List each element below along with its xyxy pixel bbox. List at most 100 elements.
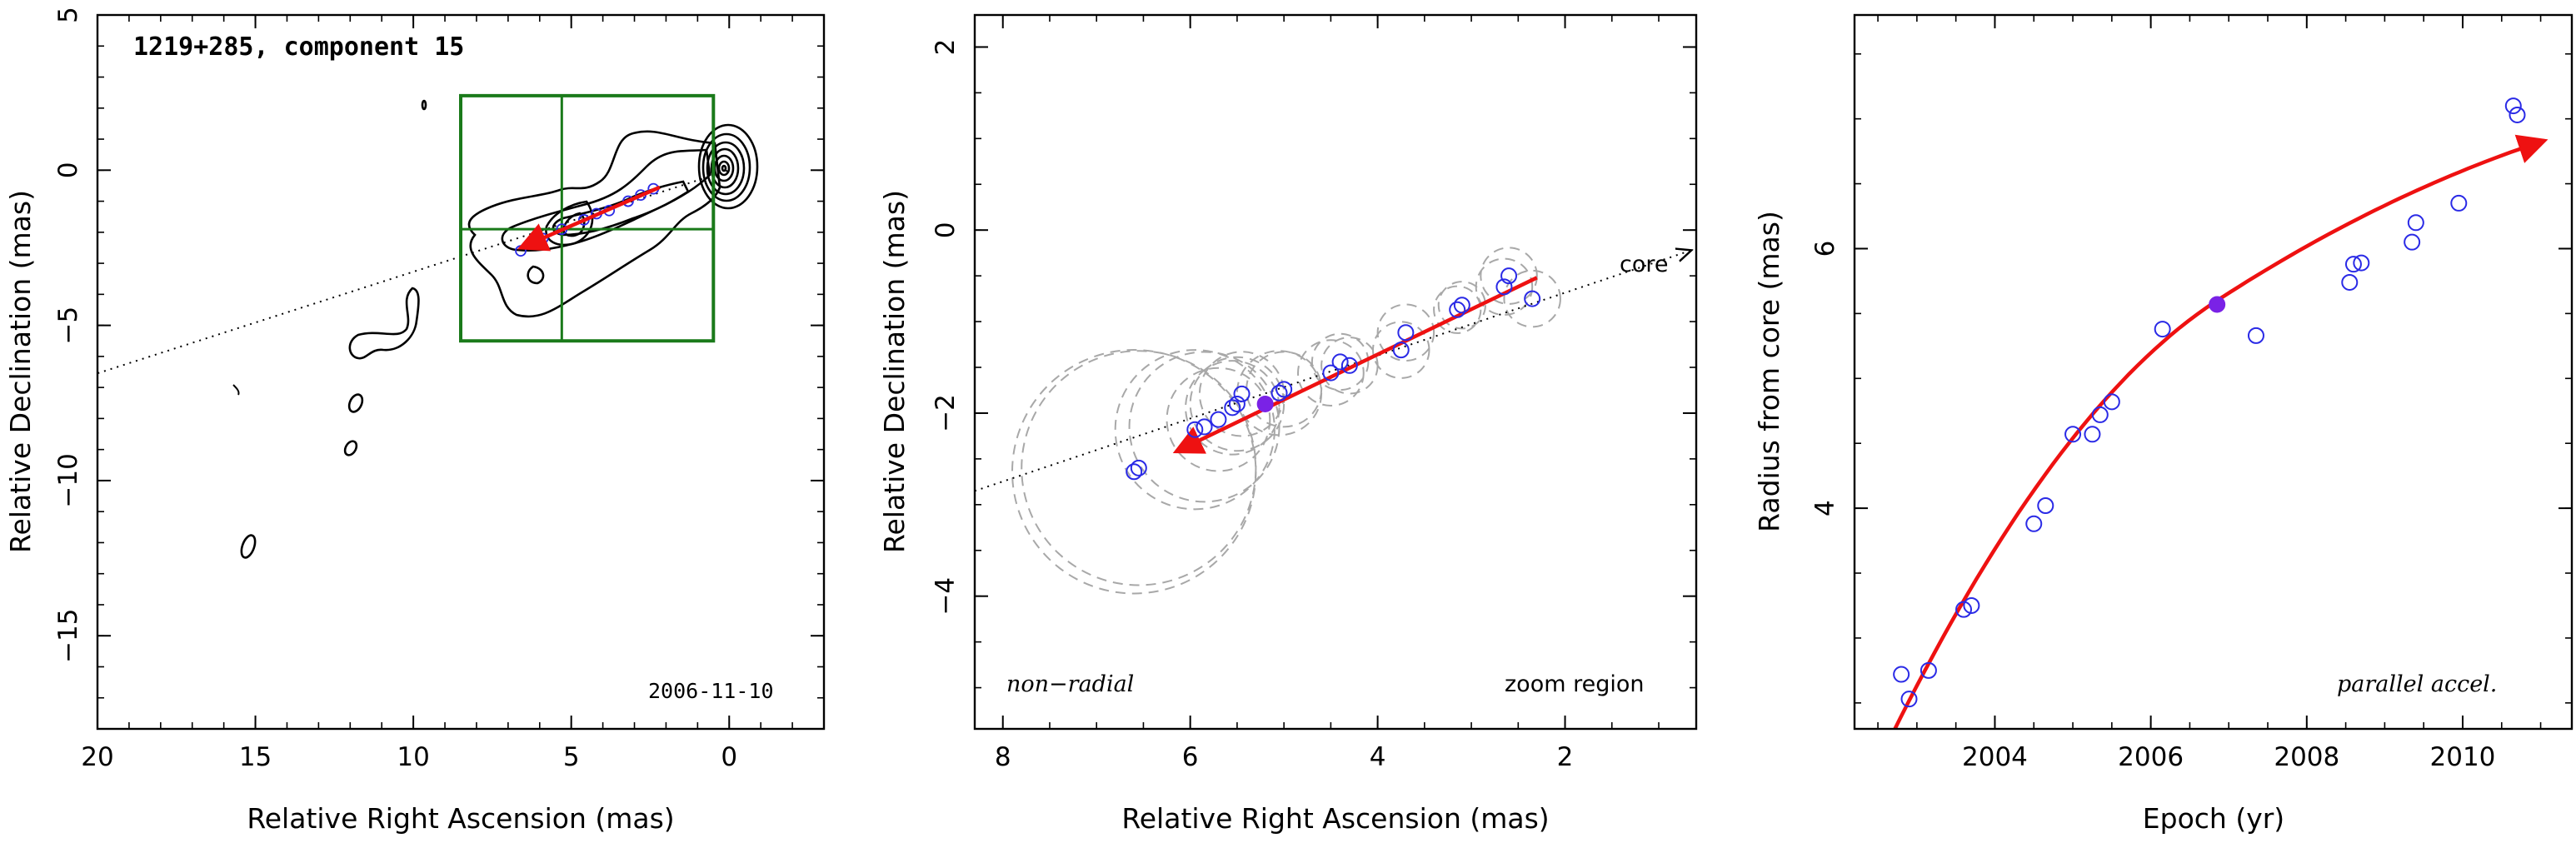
map-title: 1219+285, component 15 bbox=[133, 32, 464, 62]
y-tick-label: 0 bbox=[53, 162, 83, 178]
y-tick-label: 4 bbox=[1810, 500, 1840, 516]
component-position bbox=[1126, 463, 1143, 481]
component-position bbox=[1276, 381, 1293, 398]
position-uncertainty-circles bbox=[1011, 247, 1561, 595]
x-axis-label: Epoch (yr) bbox=[2143, 802, 2284, 835]
axes-frame: 8 6 4 2 2 0 −2 −4 bbox=[931, 13, 1698, 772]
radius-point bbox=[2037, 496, 2054, 514]
core-label: core bbox=[1620, 252, 1668, 277]
radius-point bbox=[1920, 661, 1937, 679]
y-tick-label: −2 bbox=[931, 394, 961, 432]
component-position bbox=[1130, 459, 1147, 476]
trend-line bbox=[975, 250, 1691, 492]
x-tick-label: 2008 bbox=[2274, 742, 2339, 772]
radius-point bbox=[2407, 214, 2424, 232]
panel-vlbi-map: 20 15 10 5 0 5 0 −5 −10 −15 1219+285, component 1… bbox=[4, 7, 826, 835]
x-tick-label: 2 bbox=[1557, 742, 1574, 772]
radius-point bbox=[1963, 596, 1980, 614]
component-position bbox=[1210, 411, 1227, 428]
y-tick-label: −10 bbox=[53, 453, 83, 507]
y-tick-label: −5 bbox=[53, 307, 83, 345]
acceleration-fit bbox=[1893, 134, 2549, 729]
y-tick-label: 2 bbox=[931, 39, 961, 56]
component-position bbox=[1228, 395, 1246, 412]
component-position bbox=[1524, 290, 1541, 307]
component-position bbox=[1186, 421, 1204, 438]
uncertainty-circle bbox=[1503, 269, 1561, 328]
x-tick-label: 0 bbox=[721, 742, 737, 772]
outer-contours bbox=[232, 99, 427, 559]
x-tick-label: 4 bbox=[1370, 742, 1386, 772]
radius-point bbox=[2344, 256, 2362, 273]
uncertainty-circle bbox=[1185, 360, 1281, 456]
y-tick-label: −15 bbox=[53, 609, 83, 663]
plot-frame bbox=[96, 13, 826, 731]
component-position bbox=[1500, 267, 1518, 285]
component-positions bbox=[1126, 267, 1541, 481]
map-date: 2006-11-10 bbox=[648, 679, 774, 703]
uncertainty-circle bbox=[1246, 351, 1323, 428]
uncertainty-circle bbox=[1376, 303, 1435, 362]
component-position bbox=[1271, 384, 1288, 402]
axes-frame: 20 15 10 5 0 5 0 −5 −10 −15 bbox=[53, 7, 826, 772]
component-position bbox=[1495, 278, 1513, 296]
radius-point bbox=[2504, 97, 2522, 115]
motion-arrow bbox=[517, 185, 661, 252]
radius-points bbox=[1893, 97, 2526, 708]
component-position bbox=[1340, 357, 1358, 374]
highlighted-epoch-point bbox=[2209, 296, 2226, 313]
trend-line-to-core bbox=[975, 250, 1691, 492]
x-tick-label: 10 bbox=[397, 742, 429, 772]
uncertainty-circle bbox=[1480, 247, 1538, 305]
uncertainty-circle bbox=[1310, 332, 1370, 392]
acceleration-fit-curve bbox=[1893, 134, 2549, 729]
radius-point bbox=[2084, 426, 2101, 443]
uncertainty-circle bbox=[1433, 285, 1482, 334]
x-tick-label: 20 bbox=[81, 742, 113, 772]
component-position bbox=[1224, 399, 1241, 417]
component-position bbox=[1392, 342, 1410, 359]
zoom-box-outline bbox=[459, 93, 716, 343]
non-radial-note: non−radial bbox=[1006, 671, 1134, 697]
highlighted-epoch-point bbox=[1256, 395, 1274, 412]
x-tick-label: 2010 bbox=[2430, 742, 2496, 772]
x-axis-label: Relative Right Ascension (mas) bbox=[1121, 802, 1549, 835]
radius-point bbox=[2103, 393, 2120, 411]
radius-point bbox=[1893, 666, 1910, 683]
y-tick-label: 5 bbox=[53, 7, 83, 23]
y-axis-label: Relative Declination (mas) bbox=[878, 190, 911, 553]
radius-point bbox=[2025, 515, 2043, 532]
component-position bbox=[1322, 364, 1340, 382]
radius-point bbox=[2091, 406, 2109, 423]
radius-point bbox=[2247, 327, 2264, 344]
x-axis-label: Relative Right Ascension (mas) bbox=[247, 802, 674, 835]
motion-arrow-line bbox=[517, 185, 661, 252]
jet-contours bbox=[467, 130, 721, 318]
uncertainty-circle bbox=[1021, 350, 1257, 586]
component-position bbox=[1331, 353, 1349, 371]
component-position bbox=[1397, 324, 1415, 342]
y-tick-label: 0 bbox=[931, 222, 961, 238]
uncertainty-circle bbox=[1166, 367, 1271, 472]
y-axis-label: Radius from core (mas) bbox=[1753, 211, 1785, 532]
radius-point bbox=[2341, 273, 2359, 291]
uncertainty-circle bbox=[1371, 321, 1430, 379]
x-tick-label: 5 bbox=[563, 742, 580, 772]
component-position bbox=[1196, 418, 1213, 436]
radius-point bbox=[2154, 321, 2171, 338]
plot-frame bbox=[1853, 13, 2574, 731]
uncertainty-circle bbox=[1128, 351, 1281, 503]
axes-frame: 2004 2006 2008 2010 4 6 bbox=[1810, 13, 2574, 772]
radius-point bbox=[2404, 233, 2421, 251]
x-tick-label: 6 bbox=[1182, 742, 1199, 772]
radius-point bbox=[2450, 194, 2468, 212]
panel-radius-vs-epoch: 2004 2006 2008 2010 4 6 parallel accel. Epoch… bbox=[1753, 13, 2574, 835]
x-tick-label: 15 bbox=[239, 742, 272, 772]
uncertainty-circle bbox=[1198, 351, 1286, 437]
plot-frame bbox=[973, 13, 1698, 731]
radius-point bbox=[1900, 691, 1918, 708]
radius-point bbox=[2353, 254, 2370, 272]
zoom-region-note: zoom region bbox=[1505, 671, 1644, 697]
uncertainty-circle bbox=[1011, 349, 1257, 595]
